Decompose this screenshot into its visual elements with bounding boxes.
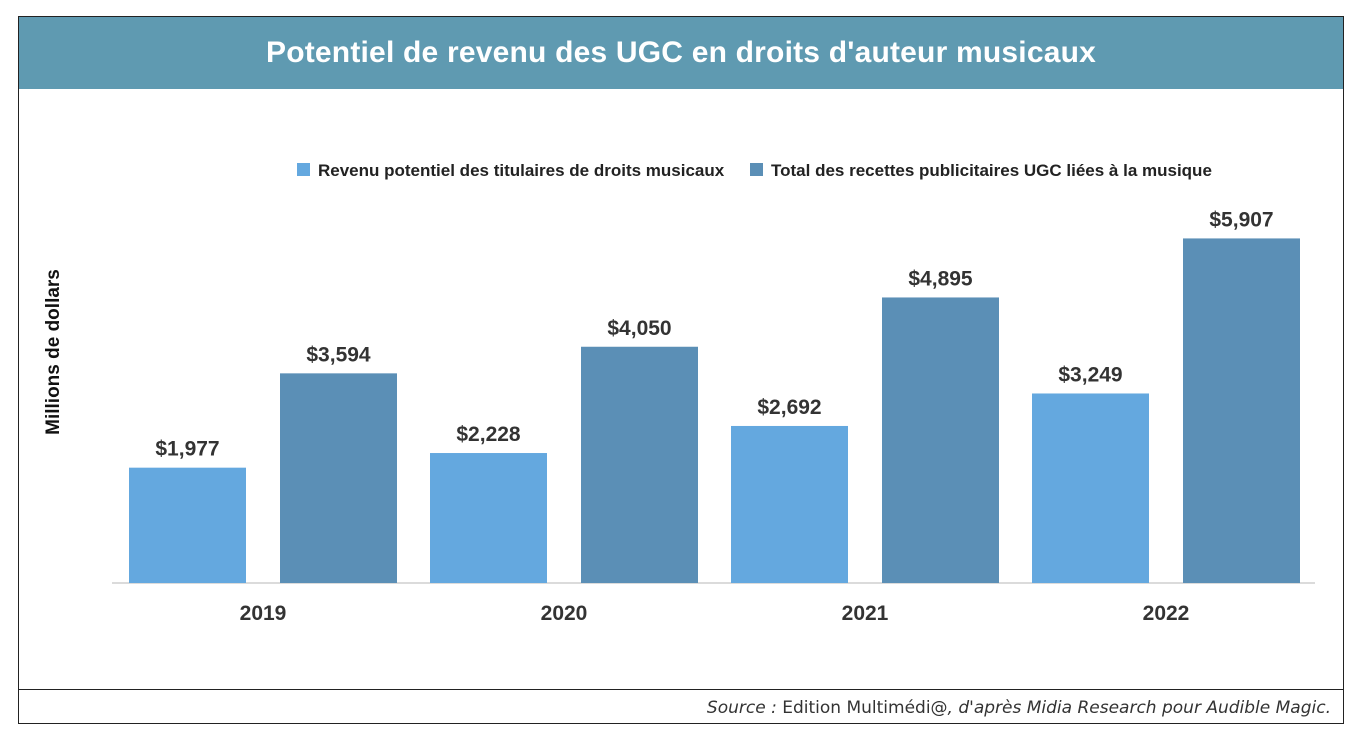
legend-label-series-1: Revenu potentiel des titulaires de droit… bbox=[318, 161, 725, 180]
bar-chart: $1,977 $3,594 2019 $2,228 $4,050 2020 $2,692 $4… bbox=[43, 161, 1315, 625]
value-label-2019-series-1: $1,977 bbox=[155, 438, 219, 461]
bar-2019-series-1 bbox=[129, 467, 246, 583]
value-label-2019-series-2: $3,594 bbox=[306, 343, 371, 366]
bar-2021-series-1 bbox=[731, 425, 848, 583]
legend-swatch-series-1 bbox=[297, 163, 310, 176]
x-tick-label-2019: 2019 bbox=[240, 602, 287, 625]
value-label-2022-series-2: $5,907 bbox=[1209, 208, 1273, 231]
bar-2022-series-1 bbox=[1032, 393, 1149, 583]
x-tick-label-2020: 2020 bbox=[541, 602, 588, 625]
chart-title: Potentiel de revenu des UGC en droits d'… bbox=[266, 36, 1096, 69]
value-label-2020-series-2: $4,050 bbox=[607, 317, 671, 340]
value-label-2021-series-1: $2,692 bbox=[757, 396, 821, 419]
source-publisher: Edition Multimédi@ bbox=[782, 698, 948, 718]
source-footer: Source : Edition Multimédi@, d'après Mid… bbox=[19, 689, 1343, 724]
source-prefix: Source : bbox=[706, 698, 777, 718]
source-text: Source : Edition Multimédi@, d'après Mid… bbox=[707, 698, 1331, 718]
bar-2020-series-2 bbox=[581, 346, 698, 583]
value-label-2022-series-1: $3,249 bbox=[1058, 363, 1122, 386]
legend-label-series-2: Total des recettes publicitaires UGC lié… bbox=[771, 161, 1212, 180]
bar-2019-series-2 bbox=[280, 373, 397, 583]
bar-2022-series-2 bbox=[1183, 238, 1300, 584]
chart-frame: Potentiel de revenu des UGC en droits d'… bbox=[18, 16, 1344, 724]
x-tick-label-2022: 2022 bbox=[1143, 602, 1190, 625]
source-suffix: , d'après Midia Research pour Audible Ma… bbox=[947, 698, 1331, 718]
y-axis-label: Millions de dollars bbox=[43, 269, 64, 435]
legend-swatch-series-2 bbox=[750, 163, 763, 176]
value-label-2021-series-2: $4,895 bbox=[908, 267, 973, 290]
bar-2020-series-1 bbox=[430, 453, 547, 583]
value-label-2020-series-1: $2,228 bbox=[456, 423, 521, 446]
title-bar: Potentiel de revenu des UGC en droits d'… bbox=[19, 17, 1343, 89]
bar-2021-series-2 bbox=[882, 297, 999, 583]
x-tick-label-2021: 2021 bbox=[842, 602, 889, 625]
